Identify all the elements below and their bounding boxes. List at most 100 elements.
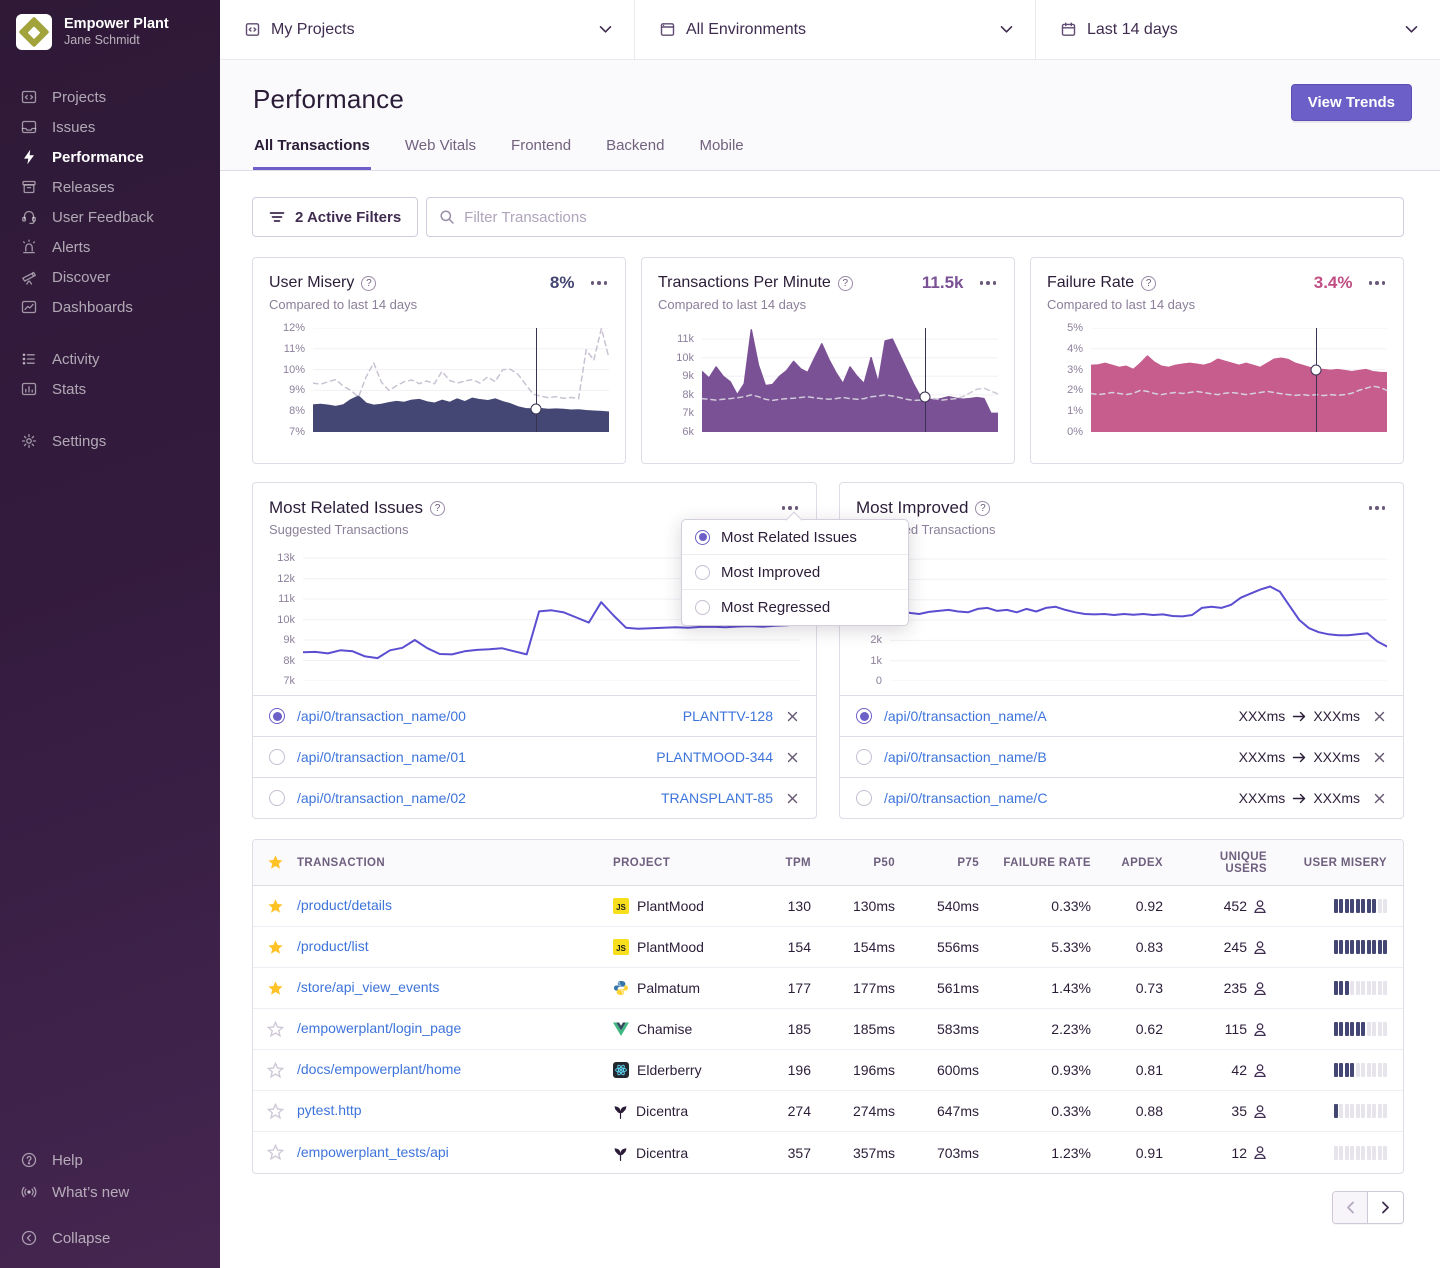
- close-icon[interactable]: [1372, 791, 1387, 806]
- close-icon[interactable]: [1372, 750, 1387, 765]
- sidebar-item-discover[interactable]: Discover: [0, 262, 220, 292]
- tab-mobile[interactable]: Mobile: [698, 137, 744, 170]
- sidebar-item-stats[interactable]: Stats: [0, 374, 220, 404]
- ellipsis-menu-icon[interactable]: [1367, 277, 1388, 289]
- column-header-unique-users[interactable]: UNIQUE USERS: [1179, 851, 1283, 875]
- sidebar-item-what-s-new[interactable]: What’s new: [0, 1176, 220, 1208]
- transaction-radio[interactable]: [856, 790, 872, 806]
- sidebar: Empower Plant Jane Schmidt ProjectsIssue…: [0, 0, 220, 1268]
- star-toggle[interactable]: [253, 1103, 297, 1120]
- help-icon[interactable]: ?: [361, 276, 376, 291]
- column-header-user-misery[interactable]: USER MISERY: [1283, 857, 1403, 869]
- transaction-link[interactable]: /empowerplant_tests/api: [297, 1144, 449, 1160]
- transaction-link[interactable]: /product/details: [297, 897, 392, 913]
- sidebar-item-collapse[interactable]: Collapse: [0, 1222, 220, 1254]
- misery-bar: [1383, 981, 1387, 995]
- discover-icon: [20, 268, 38, 286]
- column-header-p75[interactable]: P75: [911, 857, 995, 869]
- chart-cursor-dot: [920, 391, 931, 402]
- menu-option-most-regressed[interactable]: Most Regressed: [682, 590, 908, 625]
- environment-picker[interactable]: All Environments: [635, 0, 1036, 59]
- transaction-radio[interactable]: [856, 749, 872, 765]
- close-icon[interactable]: [785, 750, 800, 765]
- active-filters-button[interactable]: 2 Active Filters: [252, 197, 418, 237]
- duration-before: XXXms: [1239, 790, 1286, 806]
- project-picker[interactable]: My Projects: [220, 0, 635, 59]
- transaction-radio[interactable]: [269, 708, 285, 724]
- transaction-link[interactable]: /empowerplant/login_page: [297, 1020, 461, 1036]
- sidebar-item-releases[interactable]: Releases: [0, 172, 220, 202]
- user-icon: [1253, 1145, 1267, 1160]
- sidebar-item-settings[interactable]: Settings: [0, 426, 220, 456]
- sidebar-item-dashboards[interactable]: Dashboards: [0, 292, 220, 322]
- help-icon[interactable]: ?: [838, 276, 853, 291]
- help-icon[interactable]: ?: [975, 501, 990, 516]
- transaction-link[interactable]: /api/0/transaction_name/B: [884, 749, 1227, 765]
- issue-link[interactable]: TRANSPLANT-85: [661, 790, 773, 806]
- sidebar-item-help[interactable]: Help: [0, 1144, 220, 1176]
- issue-link[interactable]: PLANTMOOD-344: [656, 749, 773, 765]
- tpm-cell: 185: [763, 1021, 827, 1037]
- transaction-link[interactable]: /api/0/transaction_name/01: [297, 749, 644, 765]
- tab-frontend[interactable]: Frontend: [510, 137, 572, 170]
- ellipsis-menu-icon[interactable]: [978, 277, 999, 289]
- date-range-picker[interactable]: Last 14 days: [1036, 0, 1440, 59]
- ellipsis-menu-icon[interactable]: [780, 502, 801, 514]
- sidebar-item-projects[interactable]: Projects: [0, 82, 220, 112]
- axis-tick-label: 4%: [1067, 343, 1083, 355]
- sidebar-item-user-feedback[interactable]: User Feedback: [0, 202, 220, 232]
- misery-bar: [1367, 1104, 1371, 1118]
- transaction-radio[interactable]: [269, 749, 285, 765]
- axis-tick-label: 5%: [1067, 322, 1083, 334]
- ellipsis-menu-icon[interactable]: [589, 277, 610, 289]
- sidebar-item-activity[interactable]: Activity: [0, 344, 220, 374]
- transaction-link[interactable]: /api/0/transaction_name/00: [297, 708, 671, 724]
- metric-value: 8%: [550, 273, 575, 293]
- ellipsis-menu-icon[interactable]: [1367, 502, 1388, 514]
- transaction-link[interactable]: /api/0/transaction_name/C: [884, 790, 1227, 806]
- transaction-link[interactable]: /docs/empowerplant/home: [297, 1061, 461, 1077]
- tab-all-transactions[interactable]: All Transactions: [253, 137, 371, 170]
- axis-tick-label: 9%: [289, 384, 305, 396]
- issue-link[interactable]: PLANTTV-128: [683, 708, 773, 724]
- star-toggle[interactable]: [253, 898, 297, 915]
- axis-tick-label: 2k: [870, 634, 882, 646]
- sidebar-item-performance[interactable]: Performance: [0, 142, 220, 172]
- tab-web-vitals[interactable]: Web Vitals: [404, 137, 477, 170]
- close-icon[interactable]: [785, 791, 800, 806]
- transaction-link[interactable]: pytest.http: [297, 1102, 362, 1118]
- org-switcher[interactable]: Empower Plant Jane Schmidt: [0, 0, 220, 50]
- sidebar-item-issues[interactable]: Issues: [0, 112, 220, 142]
- transaction-radio[interactable]: [856, 708, 872, 724]
- search-input[interactable]: [464, 209, 1391, 226]
- previous-page-button[interactable]: [1333, 1192, 1368, 1223]
- star-toggle[interactable]: [253, 1021, 297, 1038]
- column-header-transaction[interactable]: TRANSACTION: [297, 857, 613, 869]
- menu-option-most-improved[interactable]: Most Improved: [682, 555, 908, 590]
- column-header-tpm[interactable]: TPM: [763, 857, 827, 869]
- duration-after: XXXms: [1313, 708, 1360, 724]
- next-page-button[interactable]: [1368, 1192, 1403, 1223]
- tab-backend[interactable]: Backend: [605, 137, 665, 170]
- column-header-project[interactable]: PROJECT: [613, 857, 763, 869]
- star-toggle[interactable]: [253, 1144, 297, 1161]
- star-toggle[interactable]: [253, 1062, 297, 1079]
- star-toggle[interactable]: [253, 980, 297, 997]
- help-icon[interactable]: ?: [1141, 276, 1156, 291]
- star-toggle[interactable]: [253, 939, 297, 956]
- column-header-p50[interactable]: P50: [827, 857, 911, 869]
- transaction-radio[interactable]: [269, 790, 285, 806]
- help-icon[interactable]: ?: [430, 501, 445, 516]
- column-header-failure-rate[interactable]: FAILURE RATE: [995, 857, 1107, 869]
- transaction-link[interactable]: /store/api_view_events: [297, 979, 439, 995]
- view-trends-button[interactable]: View Trends: [1291, 84, 1412, 121]
- close-icon[interactable]: [785, 709, 800, 724]
- transaction-link[interactable]: /api/0/transaction_name/02: [297, 790, 649, 806]
- column-header-apdex[interactable]: APDEX: [1107, 857, 1179, 869]
- close-icon[interactable]: [1372, 709, 1387, 724]
- transaction-link[interactable]: /product/list: [297, 938, 369, 954]
- sidebar-nav-section: Settings: [0, 426, 220, 456]
- sidebar-item-alerts[interactable]: Alerts: [0, 232, 220, 262]
- transaction-link[interactable]: /api/0/transaction_name/A: [884, 708, 1227, 724]
- duration-change: XXXmsXXXms: [1239, 749, 1360, 765]
